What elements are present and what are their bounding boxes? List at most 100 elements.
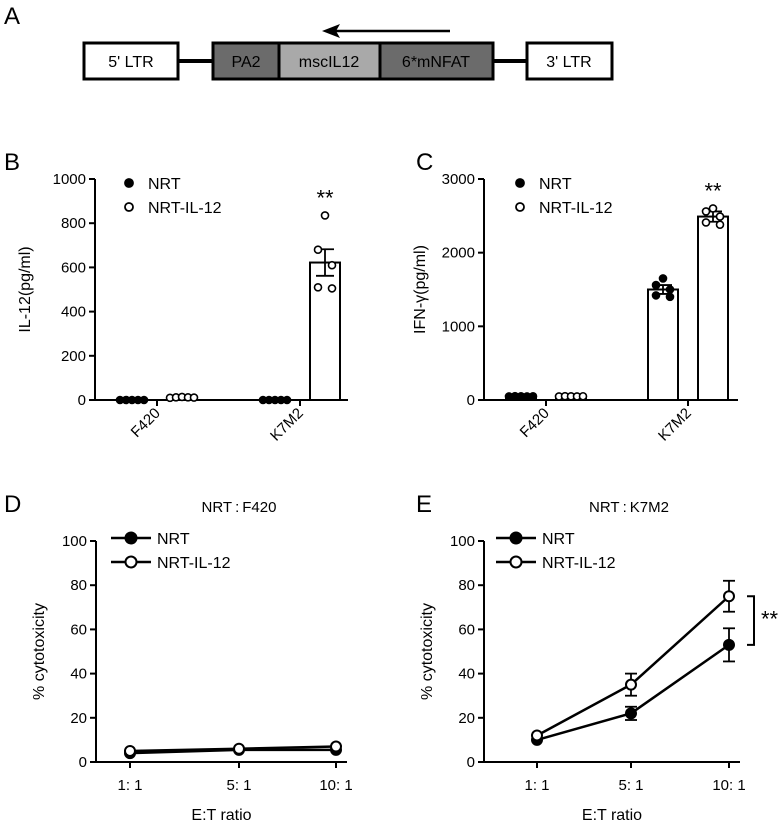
y-tick-label: 80 [458, 577, 475, 594]
panel-letter-b: B [4, 149, 20, 176]
data-point [715, 212, 725, 221]
y-tick-label: 40 [458, 666, 475, 683]
panel-a: A 5' LTR PA2 mscIL12 6*mNFAT 3' LTR [4, 3, 614, 81]
nfat-label: 6*mNFAT [402, 54, 470, 71]
y-axis-title: IL-12(pg/ml) [17, 246, 34, 332]
legend-label: NRT-IL-12 [542, 555, 616, 572]
panel-letter-a: A [4, 3, 20, 30]
nfat-box [378, 41, 495, 81]
data-point [327, 260, 337, 270]
x-tick-label: 1: 1 [524, 777, 549, 794]
ltr3-box [525, 41, 614, 81]
y-tick-label: 0 [467, 754, 475, 771]
data-point [282, 395, 292, 405]
data-point [578, 391, 588, 401]
bar [309, 261, 341, 401]
significance-bracket [747, 595, 755, 646]
y-tick-label: 40 [70, 666, 87, 683]
y-axis-title: IFN-γ(pg/ml) [412, 245, 429, 334]
data-point [715, 220, 725, 229]
y-tick-label: 0 [467, 392, 475, 409]
mscil12-box [277, 41, 382, 81]
significance-label: ** [704, 178, 722, 203]
data-point [625, 707, 637, 720]
data-point [139, 395, 149, 405]
ltr5-label: 5' LTR [108, 54, 153, 71]
bar [697, 215, 729, 401]
data-point [665, 285, 675, 294]
y-tick-label: 1000 [53, 171, 86, 188]
legend-marker [509, 531, 523, 545]
data-point [313, 282, 323, 292]
x-axis-title: E:T ratio [191, 807, 251, 820]
legend-label: NRT [542, 531, 575, 548]
data-point [625, 678, 637, 691]
data-point [330, 740, 342, 753]
x-tick-label: 10: 1 [319, 777, 352, 794]
x-tick-label: 5: 1 [226, 777, 251, 794]
data-point [320, 211, 330, 220]
data-point [233, 742, 245, 755]
y-tick-label: 60 [70, 621, 87, 638]
x-tick-label: 10: 1 [712, 777, 745, 794]
y-tick-label: 60 [458, 621, 475, 638]
data-point [701, 218, 711, 227]
data-point [313, 245, 323, 255]
y-tick-label: 80 [70, 577, 87, 594]
x-axis-title: E:T ratio [582, 807, 642, 820]
pa2-label: PA2 [231, 54, 260, 71]
y-tick-label: 800 [61, 215, 86, 232]
legend-label: NRT-IL-12 [148, 200, 222, 217]
y-axis-title: % cytotoxicity [31, 603, 48, 700]
y-tick-label: 1000 [442, 318, 475, 335]
data-point [531, 729, 543, 742]
y-tick-label: 400 [61, 304, 86, 321]
bar [647, 288, 679, 401]
x-tick-label: K7M2 [655, 405, 695, 445]
x-tick-label: F420 [128, 405, 164, 441]
chart-b: 0 200 400 600 800 1000 F420 K7M2 IL-12(pg/ml) ** N… [17, 171, 348, 445]
significance-label: ** [316, 185, 334, 210]
x-tick-label: 1: 1 [117, 777, 142, 794]
y-axis-title: % cytotoxicity [419, 603, 436, 700]
chart-c: 0 1000 2000 3000 F420 K7M2 IFN-γ(pg/ml) ** NRT NR… [412, 171, 738, 445]
y-tick-label: 2000 [442, 245, 475, 262]
data-point [658, 274, 668, 283]
legend-marker [124, 555, 138, 569]
data-point [124, 744, 136, 757]
chart-e: NRT : K7M2 0 20 40 60 80 100 1: 1 5: 1 10: 1 E:T r… [419, 499, 779, 820]
y-tick-label: 20 [70, 710, 87, 727]
chart-title: NRT : K7M2 [589, 499, 669, 516]
data-point [651, 280, 661, 290]
transcription-arrow-icon [322, 24, 450, 38]
y-tick-label: 3000 [442, 171, 475, 188]
ltr5-box [82, 41, 180, 81]
legend-marker [124, 202, 134, 212]
legend-marker [515, 178, 525, 188]
chart-d: NRT : F420 0 20 40 60 80 100 1: 1 5: 1 10: 1 E:T r… [31, 499, 353, 820]
y-tick-label: 100 [450, 533, 475, 550]
legend-label: NRT-IL-12 [157, 555, 231, 572]
chart-title: NRT : F420 [202, 499, 277, 516]
legend-label: NRT [157, 531, 190, 548]
y-tick-label: 600 [61, 259, 86, 276]
data-point [723, 590, 735, 603]
series-line [536, 643, 730, 742]
data-point [701, 207, 711, 216]
y-tick-label: 200 [61, 348, 86, 365]
legend-label: NRT [539, 176, 572, 193]
x-tick-label: F420 [517, 405, 553, 441]
legend-label: NRT [148, 176, 181, 193]
data-point [708, 204, 718, 213]
data-point [665, 292, 675, 302]
ltr3-label: 3' LTR [546, 54, 591, 71]
data-point [327, 284, 337, 293]
y-tick-label: 0 [79, 754, 87, 771]
y-tick-label: 100 [62, 533, 87, 550]
y-tick-label: 0 [78, 392, 86, 409]
y-tick-label: 20 [458, 710, 475, 727]
panel-letter-e: E [416, 491, 432, 518]
mscil12-label: mscIL12 [299, 54, 360, 71]
legend-label: NRT-IL-12 [539, 200, 613, 217]
